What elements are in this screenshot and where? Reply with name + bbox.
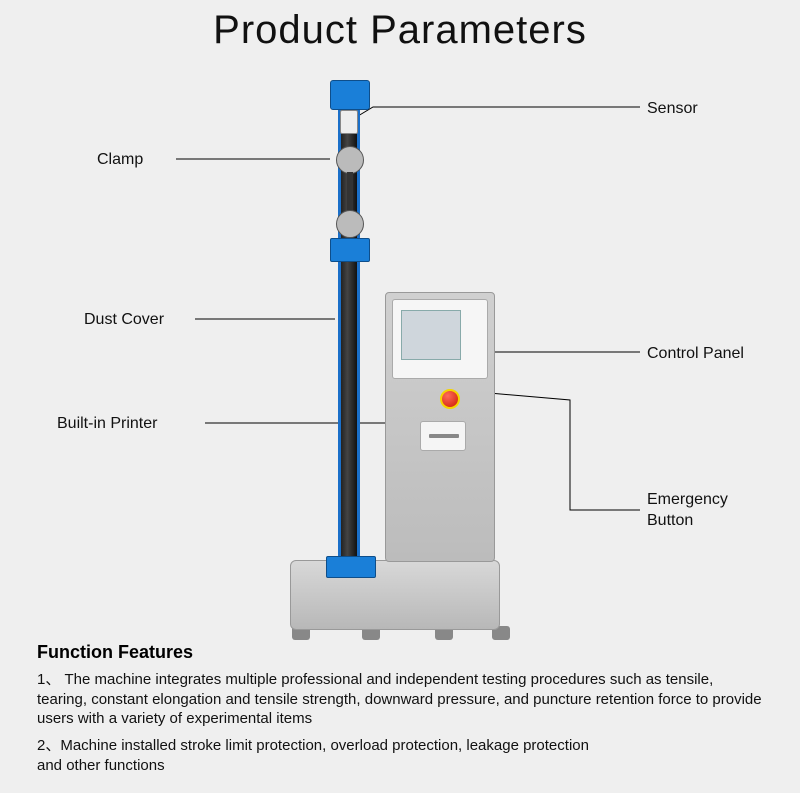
column-base-cap	[326, 556, 376, 578]
control-panel-box	[392, 299, 488, 379]
label-dustcover: Dust Cover	[84, 310, 164, 331]
column-top-cap	[330, 80, 370, 110]
clamp-shaft	[347, 172, 353, 212]
machine-illustration	[300, 80, 500, 640]
label-printer: Built-in Printer	[57, 414, 157, 435]
carriage-cap	[330, 238, 370, 262]
machine-base	[290, 560, 500, 630]
page-title: Product Parameters	[0, 8, 800, 53]
machine-pedestal	[385, 292, 495, 562]
features-heading: Function Features	[37, 642, 193, 663]
feature-item-1: 1、 The machine integrates multiple profe…	[37, 670, 765, 729]
sensor-icon	[340, 110, 358, 134]
emergency-button-icon	[440, 389, 460, 409]
clamp-bottom-icon	[336, 210, 364, 238]
control-panel-screen	[401, 310, 461, 360]
printer-icon	[420, 421, 466, 451]
feature-item-2: 2、Machine installed stroke limit protect…	[37, 736, 597, 775]
label-clamp: Clamp	[97, 150, 143, 171]
clamp-top-icon	[336, 146, 364, 174]
label-emergency: Emergency Button	[647, 490, 728, 532]
label-panel: Control Panel	[647, 344, 744, 365]
label-sensor: Sensor	[647, 99, 698, 120]
